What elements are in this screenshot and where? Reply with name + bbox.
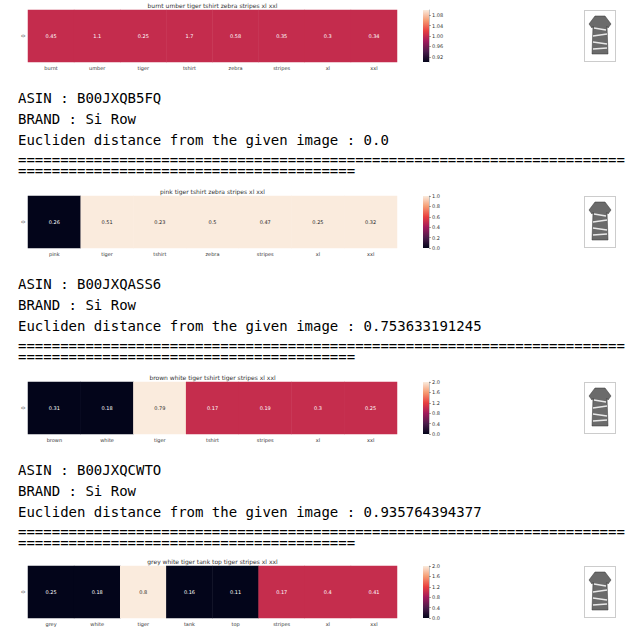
svg-text:xl: xl bbox=[326, 621, 330, 627]
svg-text:xl: xl bbox=[326, 65, 330, 71]
svg-text:0.47: 0.47 bbox=[260, 219, 271, 225]
svg-text:tshirt: tshirt bbox=[183, 65, 196, 71]
svg-text:1.04: 1.04 bbox=[432, 23, 443, 29]
svg-text:burnt umber tiger tshirt zebra: burnt umber tiger tshirt zebra stripes x… bbox=[148, 2, 278, 10]
svg-text:2.0: 2.0 bbox=[432, 379, 440, 385]
svg-text:0.35: 0.35 bbox=[276, 33, 287, 39]
svg-text:0: 0 bbox=[20, 590, 26, 593]
svg-text:0.25: 0.25 bbox=[45, 589, 56, 595]
svg-text:1.6: 1.6 bbox=[432, 389, 440, 395]
svg-text:0.23: 0.23 bbox=[154, 219, 165, 225]
svg-text:tiger: tiger bbox=[137, 621, 150, 628]
svg-text:1.0: 1.0 bbox=[432, 193, 440, 199]
svg-text:0.6: 0.6 bbox=[432, 214, 440, 220]
svg-text:1.00: 1.00 bbox=[432, 33, 443, 39]
svg-text:white: white bbox=[90, 621, 104, 627]
svg-text:0.5: 0.5 bbox=[209, 219, 217, 225]
svg-text:0: 0 bbox=[20, 406, 26, 409]
html-text:ASIN : B00JXQCWTO BRAND : Si R: ASIN : B00JXQCWTO BRAND : Si Row Euclide… bbox=[18, 462, 482, 520]
svg-text:xxl: xxl bbox=[370, 65, 377, 71]
svg-text:tiger: tiger bbox=[154, 437, 167, 444]
svg-text:stripes: stripes bbox=[273, 65, 290, 72]
svg-text:0.8: 0.8 bbox=[432, 203, 440, 209]
svg-text:xxl: xxl bbox=[370, 621, 377, 627]
svg-text:tshirt: tshirt bbox=[206, 437, 219, 443]
svg-text:0.4: 0.4 bbox=[432, 224, 440, 230]
svg-text:xxl: xxl bbox=[367, 437, 374, 443]
html-text:ASIN : B00JXQASS6 BRAND : Si R: ASIN : B00JXQASS6 BRAND : Si Row Euclide… bbox=[18, 276, 482, 334]
svg-text:0.79: 0.79 bbox=[154, 405, 165, 411]
svg-text:0.17: 0.17 bbox=[207, 405, 218, 411]
svg-text:0.11: 0.11 bbox=[230, 589, 241, 595]
svg-text:pink tiger tshirt zebra stripe: pink tiger tshirt zebra stripes xl xxl bbox=[160, 188, 265, 196]
svg-text:umber: umber bbox=[89, 65, 106, 71]
svg-text:tiger: tiger bbox=[101, 251, 114, 258]
svg-text:0.4: 0.4 bbox=[432, 421, 440, 427]
svg-text:1.2: 1.2 bbox=[432, 400, 440, 406]
svg-text:1.6: 1.6 bbox=[432, 573, 440, 579]
svg-text:0.0: 0.0 bbox=[432, 431, 440, 437]
svg-text:brown white tiger tshirt tiger: brown white tiger tshirt tiger stripes x… bbox=[149, 374, 276, 382]
svg-text:white: white bbox=[100, 437, 114, 443]
svg-text:0.0: 0.0 bbox=[432, 245, 440, 251]
svg-text:0.3: 0.3 bbox=[324, 33, 332, 39]
svg-text:brown: brown bbox=[47, 437, 62, 443]
svg-text:0.17: 0.17 bbox=[276, 589, 287, 595]
svg-text:0.4: 0.4 bbox=[324, 589, 332, 595]
svg-text:1.2: 1.2 bbox=[432, 584, 440, 590]
svg-text:tank: tank bbox=[184, 621, 195, 627]
svg-text:1.7: 1.7 bbox=[185, 33, 193, 39]
svg-text:grey: grey bbox=[45, 621, 56, 628]
svg-text:0.92: 0.92 bbox=[432, 54, 443, 60]
svg-text:0: 0 bbox=[20, 34, 26, 37]
svg-text:0.18: 0.18 bbox=[102, 405, 113, 411]
svg-text:grey white tiger tank top tige: grey white tiger tank top tiger stripes … bbox=[147, 558, 278, 566]
svg-text:tiger: tiger bbox=[137, 65, 150, 72]
svg-text:0.4: 0.4 bbox=[432, 605, 440, 611]
svg-text:pink: pink bbox=[49, 251, 60, 258]
svg-text:0: 0 bbox=[20, 220, 26, 223]
svg-text:1.08: 1.08 bbox=[432, 12, 443, 18]
svg-text:stripes: stripes bbox=[257, 251, 274, 258]
svg-text:0.34: 0.34 bbox=[368, 33, 379, 39]
svg-text:0.41: 0.41 bbox=[368, 589, 379, 595]
svg-text:tshirt: tshirt bbox=[153, 251, 166, 257]
svg-text:0.31: 0.31 bbox=[49, 405, 60, 411]
svg-text:0.25: 0.25 bbox=[365, 405, 376, 411]
svg-text:0.58: 0.58 bbox=[230, 33, 241, 39]
html-text:ASIN : B00JXQB5FQ BRAND : Si R: ASIN : B00JXQB5FQ BRAND : Si Row Euclide… bbox=[18, 90, 389, 148]
svg-text:0.25: 0.25 bbox=[312, 219, 323, 225]
svg-text:xl: xl bbox=[316, 251, 320, 257]
svg-text:stripes: stripes bbox=[257, 437, 274, 444]
svg-text:0.45: 0.45 bbox=[45, 33, 56, 39]
svg-text:0.0: 0.0 bbox=[432, 615, 440, 621]
svg-text:1.1: 1.1 bbox=[93, 33, 101, 39]
svg-text:top: top bbox=[231, 621, 239, 628]
svg-text:0.18: 0.18 bbox=[92, 589, 103, 595]
svg-text:0.8: 0.8 bbox=[432, 410, 440, 416]
svg-text:burnt: burnt bbox=[44, 65, 57, 71]
svg-text:stripes: stripes bbox=[273, 621, 290, 628]
svg-text:0.51: 0.51 bbox=[102, 219, 113, 225]
svg-text:0.16: 0.16 bbox=[184, 589, 195, 595]
svg-text:0.8: 0.8 bbox=[139, 589, 147, 595]
svg-text:0.96: 0.96 bbox=[432, 43, 443, 49]
svg-text:2.0: 2.0 bbox=[432, 563, 440, 569]
svg-text:0.26: 0.26 bbox=[49, 219, 60, 225]
svg-text:0.3: 0.3 bbox=[314, 405, 322, 411]
svg-text:0.32: 0.32 bbox=[365, 219, 376, 225]
svg-text:0.2: 0.2 bbox=[432, 235, 440, 241]
svg-text:xl: xl bbox=[316, 437, 320, 443]
svg-text:0.8: 0.8 bbox=[432, 594, 440, 600]
svg-text:xxl: xxl bbox=[367, 251, 374, 257]
svg-text:zebra: zebra bbox=[206, 251, 220, 257]
svg-text:0.25: 0.25 bbox=[138, 33, 149, 39]
svg-text:0.19: 0.19 bbox=[260, 405, 271, 411]
svg-text:zebra: zebra bbox=[229, 65, 243, 71]
